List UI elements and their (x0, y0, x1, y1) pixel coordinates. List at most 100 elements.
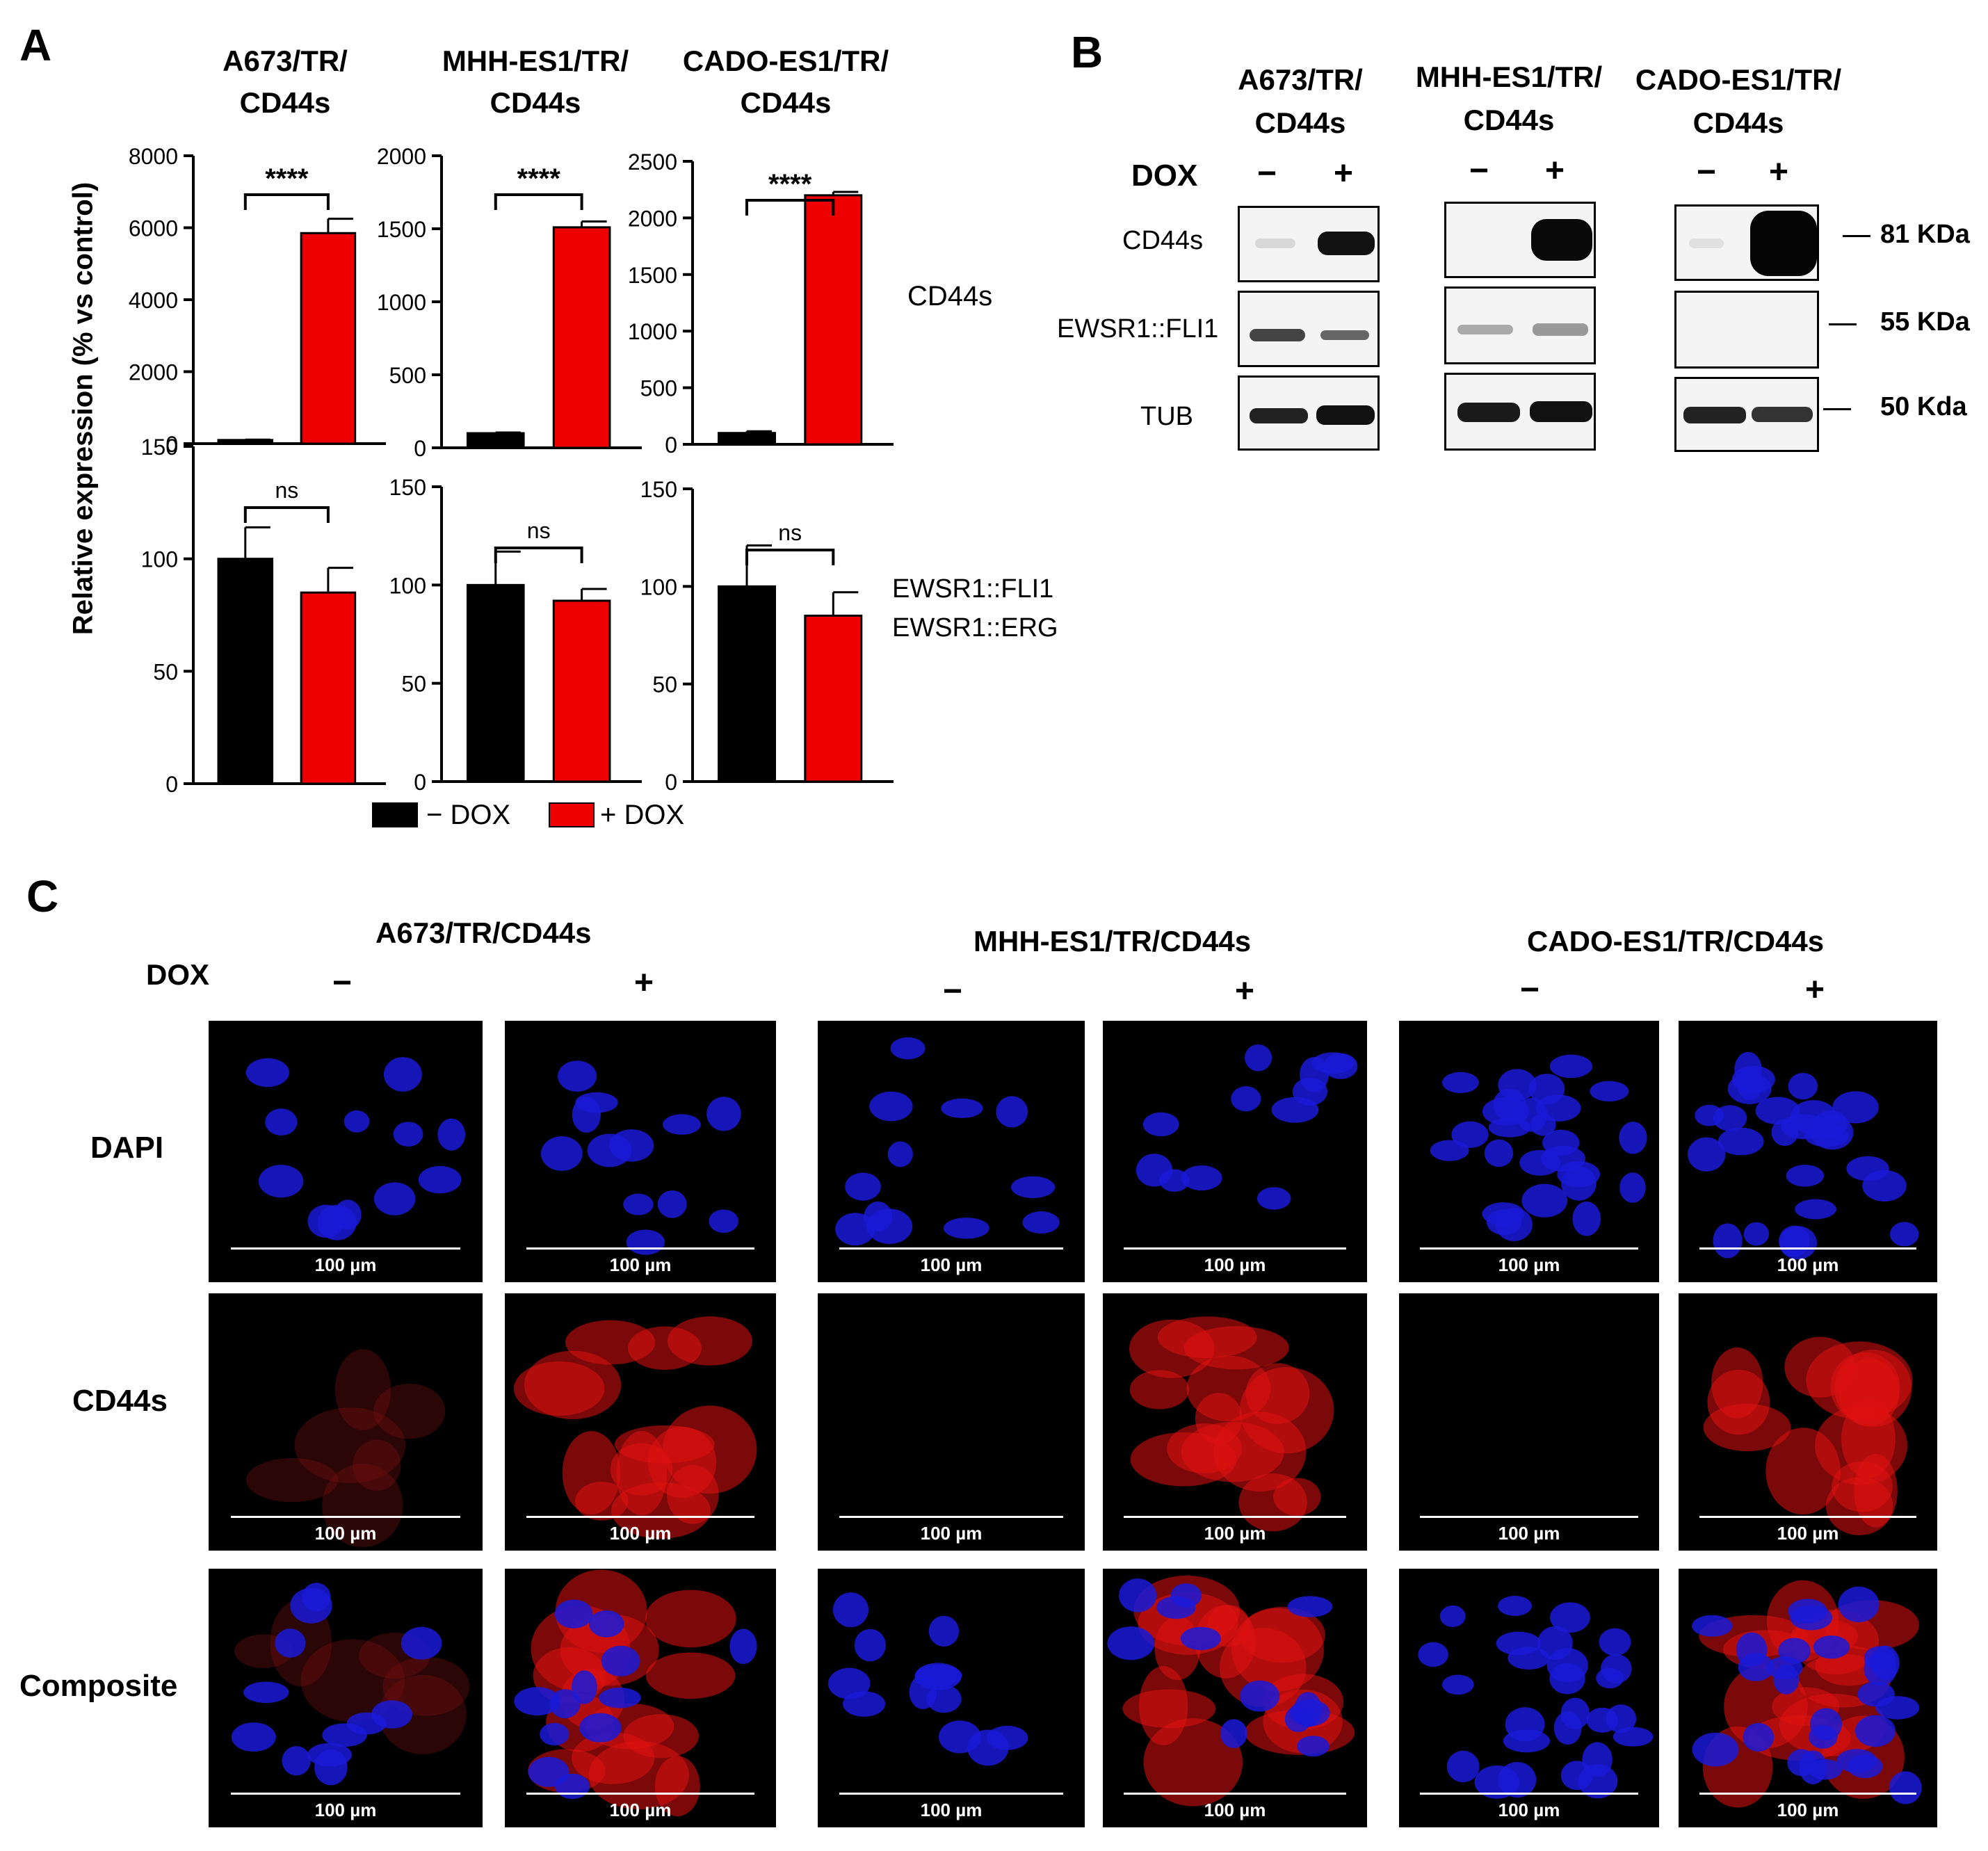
scale-bar (1419, 1793, 1639, 1795)
y-tick-label: 2000 (628, 206, 677, 231)
y-tick-label: 0 (414, 436, 426, 461)
bar-chart-3: 0 500 1000 1500 2000 2500 **** (628, 149, 894, 458)
nucleus (393, 1122, 423, 1147)
b-row-label-ewsr1-fli1: EWSR1::FLI1 (1057, 314, 1219, 343)
y-tick-label: 2000 (377, 144, 426, 169)
micro-image-art (245, 1349, 446, 1548)
cd44s-signal (353, 1439, 401, 1492)
micro-image-cd44s-3: 100 µm (818, 1293, 1085, 1551)
nucleus (827, 1667, 871, 1699)
legend-minus-swatch (372, 802, 418, 827)
a-y-axis-label: Relative expression (% vs control) (67, 181, 99, 636)
b-dox-label: DOX (1131, 159, 1198, 193)
nucleus (1287, 1596, 1333, 1617)
nucleus (1779, 1225, 1810, 1257)
nucleus (1245, 1044, 1272, 1072)
significance-bracket (745, 199, 835, 216)
nucleus (290, 1587, 332, 1624)
nucleus (1107, 1626, 1155, 1660)
b-marker-81: 81 KDa (1880, 220, 1970, 249)
nucleus (599, 1688, 641, 1708)
scale-bar (1699, 1793, 1917, 1795)
nucleus (1813, 1635, 1850, 1659)
scale-bar (1699, 1247, 1917, 1250)
nucleus (1488, 1117, 1531, 1138)
nucleus (1240, 1680, 1280, 1712)
nucleus (258, 1165, 304, 1198)
bar-plus-dox (300, 232, 357, 445)
nucleus (845, 1172, 881, 1201)
scale-bar (839, 1793, 1064, 1795)
blot-ewsr1-a673 (1238, 291, 1380, 367)
c-plus-1: + (634, 964, 654, 1001)
nucleus (601, 1645, 640, 1676)
nucleus (1156, 1596, 1196, 1619)
micro-image-art (1418, 1596, 1654, 1799)
scale-bar-label: 100 µm (609, 1523, 672, 1544)
nucleus (383, 1057, 422, 1092)
cd44s-signal (667, 1316, 752, 1366)
bar-minus-dox (718, 585, 776, 783)
nucleus (1010, 1176, 1056, 1199)
b-cell-line-title-1: A673/TR/ CD44s (1238, 63, 1363, 139)
nucleus (729, 1628, 757, 1665)
nucleus (1862, 1170, 1907, 1202)
scale-bar (1124, 1516, 1346, 1518)
cd44s-signal (1839, 1358, 1900, 1426)
nucleus (1521, 1183, 1568, 1218)
a-legend: − DOX + DOX (372, 800, 706, 832)
scale-bar-label: 100 µm (920, 1254, 983, 1275)
c-cell-line-title-3: CADO-ES1/TR/CD44s (1527, 925, 1825, 957)
nucleus (1530, 1113, 1556, 1136)
nucleus (1560, 1697, 1590, 1729)
nucleus (1297, 1736, 1330, 1757)
nucleus (1542, 1129, 1580, 1156)
nucleus (1442, 1072, 1479, 1094)
nucleus (1505, 1707, 1545, 1742)
nucleus (623, 1193, 654, 1215)
scale-bar-label: 100 µm (314, 1254, 377, 1275)
nucleus (528, 1756, 569, 1788)
c-minus-2: − (943, 973, 963, 1010)
b-row-label-cd44s: CD44s (1122, 226, 1204, 255)
nucleus (540, 1136, 583, 1171)
micro-image-dapi-1: 100 µm (209, 1021, 483, 1282)
blot-cd44s-a673 (1238, 206, 1380, 282)
blot-cd44s-cado (1674, 204, 1819, 281)
bar-minus-dox (466, 432, 525, 449)
micro-image-art (1399, 1293, 1659, 1551)
blot-ewsr1-mhh (1444, 286, 1596, 364)
nucleus (1765, 1656, 1803, 1679)
scale-bar (1124, 1247, 1346, 1250)
scale-bar-label: 100 µm (1777, 1254, 1839, 1275)
micro-image-art (540, 1060, 741, 1255)
nucleus (558, 1060, 597, 1092)
significance-label: ns (527, 518, 551, 543)
cd44s-signal (645, 1652, 736, 1699)
micro-image-composite-5: 100 µm (1399, 1569, 1659, 1827)
nucleus (869, 1091, 913, 1122)
c-plus-3: + (1805, 971, 1825, 1008)
scale-bar (839, 1247, 1064, 1250)
nucleus (1142, 1112, 1179, 1137)
scale-bar (1699, 1516, 1917, 1518)
nucleus (1810, 1708, 1842, 1740)
nucleus (832, 1592, 869, 1628)
a-cell-line-title-2: MHH-ES1/TR/ CD44s (442, 45, 629, 119)
micro-image-composite-3: 100 µm (818, 1569, 1085, 1827)
nucleus (579, 1713, 622, 1743)
y-tick-label: 0 (665, 770, 677, 795)
y-tick-label: 150 (389, 475, 426, 500)
y-tick-label: 100 (640, 574, 677, 599)
nucleus (1418, 1642, 1448, 1667)
micro-image-dapi-5: 100 µm (1399, 1021, 1659, 1282)
y-tick-label: 150 (640, 477, 677, 502)
y-tick-label: 500 (389, 363, 426, 388)
scale-bar-label: 100 µm (1204, 1523, 1266, 1544)
micro-image-art (1688, 1051, 1919, 1260)
nucleus (1474, 1765, 1520, 1799)
nucleus (1788, 1073, 1818, 1100)
nucleus (1889, 1222, 1919, 1247)
nucleus (1596, 1667, 1624, 1689)
c-row-label-dapi: DAPI (90, 1131, 164, 1165)
